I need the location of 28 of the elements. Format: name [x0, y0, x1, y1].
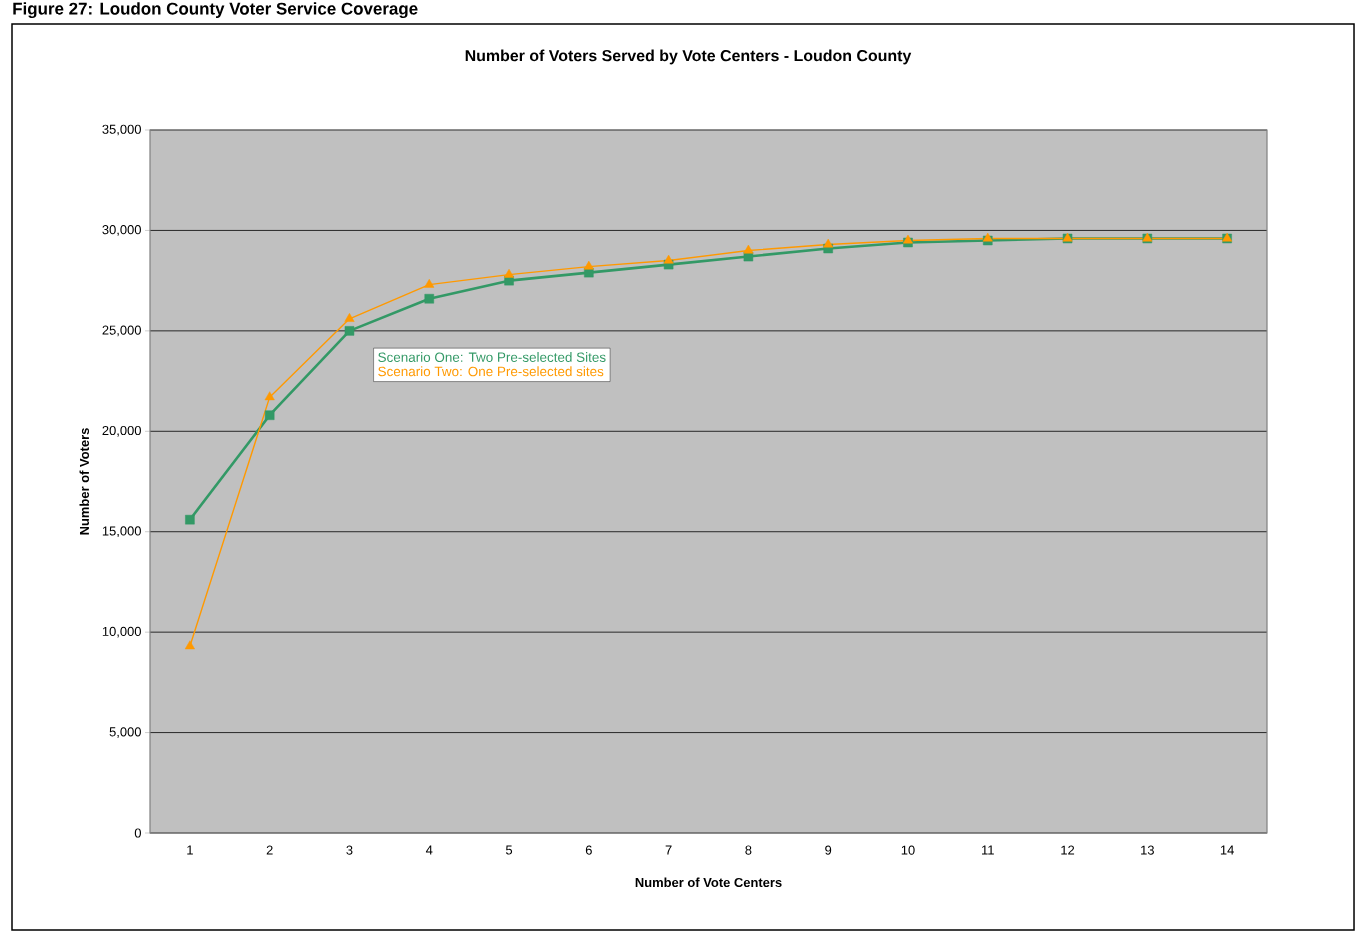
text: Scenario Two: One Pre-selected sites: [378, 366, 604, 377]
y-axis-title: Number of Voters: [79, 428, 90, 535]
x-tick-label: 4: [425, 845, 433, 855]
y-tick-label: 15,000: [102, 526, 141, 538]
x-tick-label: 12: [1061, 845, 1075, 855]
x-tick-label: 11: [982, 845, 994, 855]
y-tick-label: 0: [134, 828, 141, 838]
x-tick-label: 1: [187, 845, 193, 855]
x-tick-label: 3: [346, 845, 353, 855]
y-tick-label: 30,000: [102, 225, 141, 236]
x-tick-label: 9: [825, 845, 832, 855]
x-tick-label: 14: [1220, 845, 1234, 855]
y-tick-label: 25,000: [102, 325, 141, 337]
x-tick-label: 5: [505, 845, 513, 855]
x-tick-label: 2: [266, 845, 273, 855]
x-tick-label: 13: [1141, 845, 1154, 855]
y-tick-label: 5,000: [109, 727, 141, 738]
x-axis-title: Number of Vote Centers: [635, 877, 782, 888]
x-tick-label: 6: [585, 845, 592, 855]
y-tick-label: 35,000: [102, 124, 141, 136]
y-tick-label: 20,000: [102, 425, 141, 437]
text: Scenario One: Two Pre-selected Sites: [378, 352, 606, 362]
x-tick-label: 10: [901, 845, 915, 855]
caption: Figure 27: Loudon County Voter Service Coverage: [13, 2, 418, 19]
chart-title: Number of Voters Served by Vote Centers - Loudon County: [465, 49, 912, 65]
x-tick-label: 7: [665, 845, 672, 855]
x-tick-label: 8: [745, 845, 752, 855]
y-tick-label: 10,000: [102, 626, 141, 638]
